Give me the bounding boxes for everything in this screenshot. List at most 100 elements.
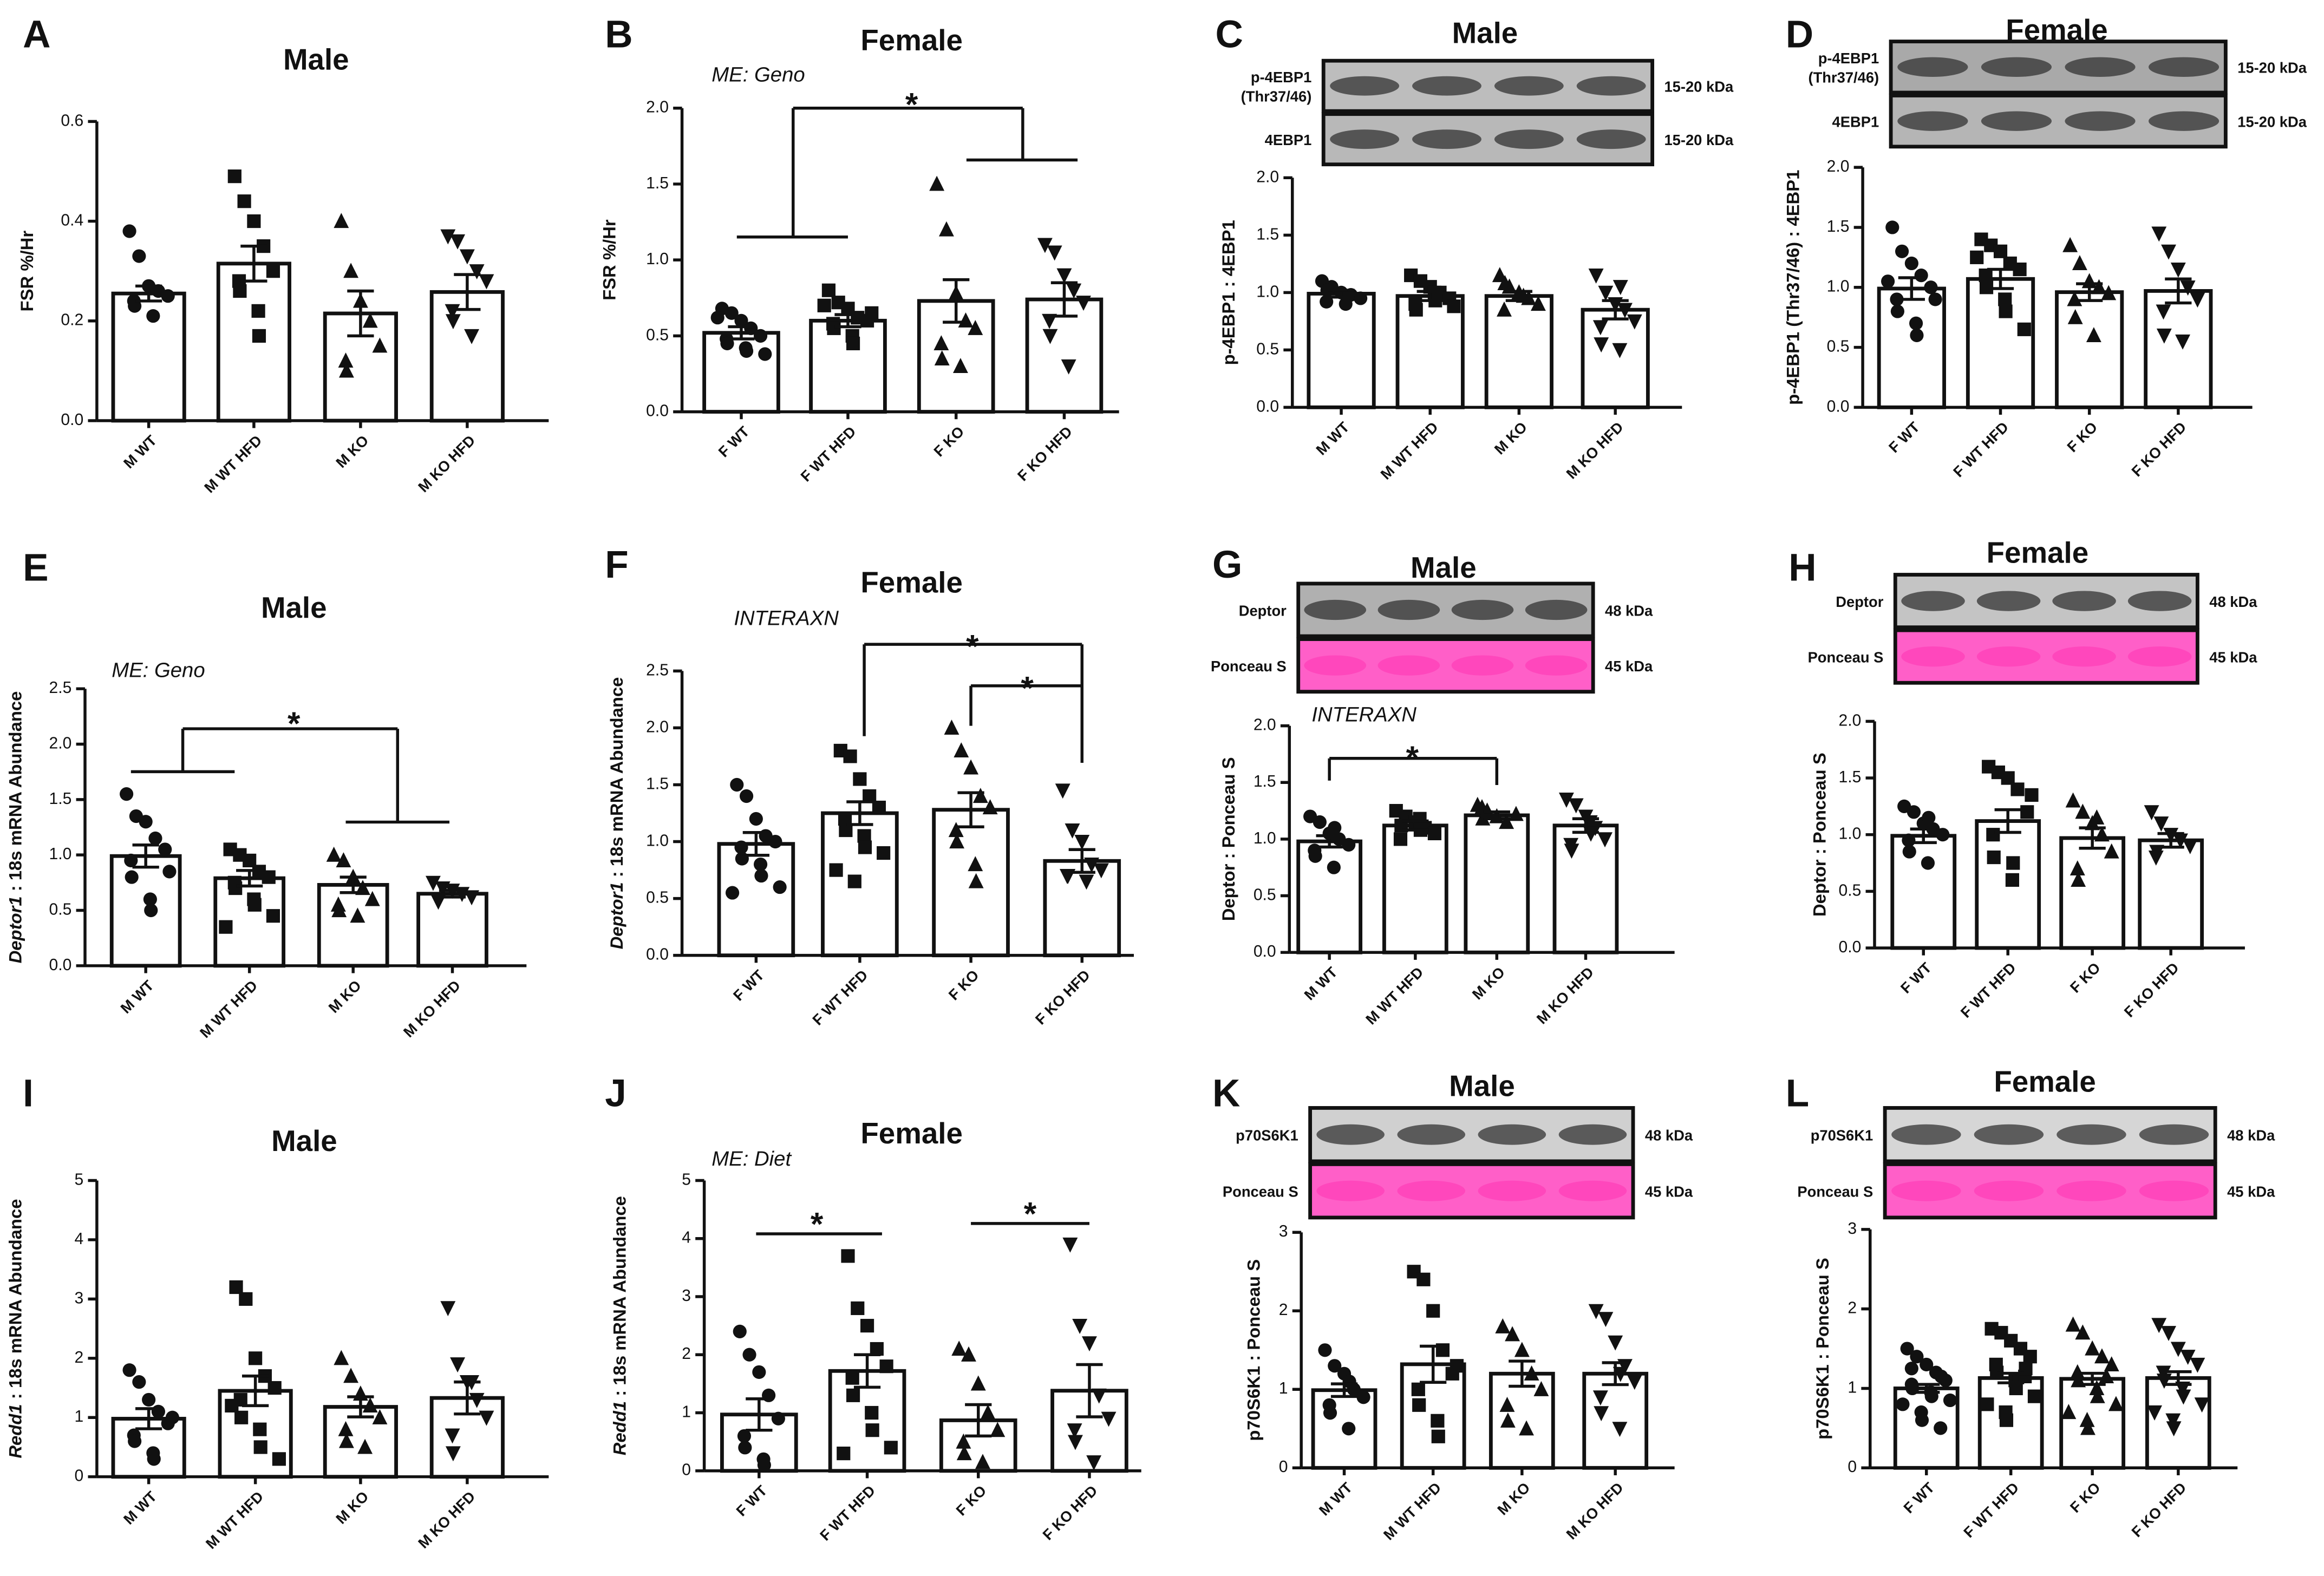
point — [933, 335, 949, 350]
y-tick-label: 1.0 — [1827, 278, 1850, 296]
point — [744, 321, 758, 335]
y-axis-label-part: Deptor1 — [5, 896, 25, 963]
bar — [429, 290, 505, 423]
blot-kda: 48 kDa — [2227, 1127, 2275, 1144]
significance: * — [966, 629, 979, 665]
panel-letter: J — [605, 1073, 626, 1115]
point — [2161, 1326, 2176, 1341]
point — [234, 1410, 249, 1424]
x-tick-label: M WT — [1316, 1479, 1356, 1519]
point — [1902, 845, 1916, 859]
point — [1558, 793, 1574, 808]
panel-letter: H — [1788, 546, 1816, 589]
point — [758, 347, 772, 361]
x-tick-label: F KO HFD — [2128, 418, 2189, 480]
point — [1313, 815, 1327, 829]
x-tick-label: M WT HFD — [1362, 964, 1427, 1028]
chart-title: Female — [860, 1116, 963, 1150]
point — [1308, 849, 1322, 863]
point — [1568, 798, 1584, 814]
y-axis-label-part: : 18s mRNA Abundance — [610, 1196, 630, 1401]
point — [739, 344, 754, 358]
point — [1356, 1390, 1370, 1404]
blot-band — [1974, 1124, 2044, 1145]
y-tick-label: 1.5 — [1839, 768, 1862, 786]
point — [1993, 244, 2008, 258]
point — [1037, 238, 1053, 253]
point — [1042, 329, 1058, 344]
point — [1909, 316, 1923, 330]
point — [1475, 810, 1491, 826]
blot-label: Ponceau S — [1808, 649, 1884, 666]
point — [1101, 1411, 1117, 1427]
point — [1067, 1423, 1082, 1438]
point — [1564, 843, 1579, 859]
point — [2176, 1389, 2191, 1405]
point — [227, 169, 241, 184]
point — [2094, 826, 2110, 842]
point — [1904, 1362, 1918, 1376]
point — [1881, 274, 1895, 289]
point — [734, 313, 748, 328]
y-axis-label-part: Redd1 — [610, 1401, 630, 1455]
significance: * — [1021, 670, 1034, 706]
point — [2170, 262, 2186, 278]
point — [2020, 805, 2034, 819]
point — [364, 891, 380, 906]
point — [1915, 1413, 1929, 1427]
x-tick-label: M KO — [325, 977, 364, 1016]
bar — [2144, 289, 2213, 409]
panel-letter: F — [605, 544, 628, 586]
point — [2161, 244, 2176, 260]
panel-letter: E — [23, 546, 48, 589]
point — [2108, 1396, 2124, 1411]
blot-kda: 45 kDa — [2227, 1183, 2275, 1200]
y-tick-label: 2.0 — [49, 734, 72, 752]
point — [2166, 1421, 2182, 1437]
point — [1393, 832, 1408, 846]
blot-band — [1981, 111, 2052, 131]
point — [362, 1397, 378, 1412]
point — [2156, 1365, 2171, 1381]
chart-title: Female — [1987, 536, 2089, 570]
panel: A Male FSR %/Hr 0.0 0.2 0.4 0.6 M WT M WT HFD M K… — [17, 14, 549, 496]
y-tick-label: 1.0 — [646, 832, 669, 849]
point — [2180, 1350, 2196, 1365]
bar — [317, 882, 389, 968]
point — [2062, 237, 2078, 252]
y-axis-label: Redd1 : 18s mRNA Abundance — [5, 1199, 25, 1459]
blot-band — [1525, 655, 1588, 676]
point — [350, 907, 365, 923]
y-tick-label: 1 — [75, 1408, 84, 1425]
point — [730, 777, 744, 792]
point — [2023, 1350, 2037, 1364]
blot-band — [2139, 1180, 2209, 1201]
chart-title: Male — [1452, 16, 1518, 49]
point — [1416, 1272, 1431, 1286]
point — [1613, 280, 1628, 296]
x-tick-label: M WT — [117, 977, 157, 1017]
point — [247, 898, 262, 912]
point — [958, 312, 974, 328]
note: ME: Diet — [711, 1147, 792, 1170]
blot-band — [1901, 646, 1965, 667]
point — [372, 1409, 388, 1424]
point — [948, 822, 964, 838]
point — [1970, 250, 1984, 264]
y-tick-label: 2 — [1848, 1299, 1857, 1317]
y-tick-label: 1.5 — [49, 790, 72, 808]
point — [1922, 810, 1936, 825]
x-tick-label: M KO — [1491, 418, 1530, 457]
y-axis-label: p-4EBP1 (Thr37/46) : 4EBP1 — [1783, 170, 1803, 405]
note: INTERAXN — [734, 607, 839, 630]
point — [128, 1434, 142, 1448]
panel-letter: B — [605, 14, 632, 56]
point — [1910, 1350, 1924, 1364]
y-axis-label-part: : 18s mRNA Abundance — [5, 1199, 25, 1404]
point — [753, 329, 768, 343]
point — [773, 880, 787, 894]
point — [1588, 268, 1604, 284]
point — [2006, 856, 2020, 870]
point — [2165, 1413, 2181, 1429]
point — [450, 1357, 466, 1373]
